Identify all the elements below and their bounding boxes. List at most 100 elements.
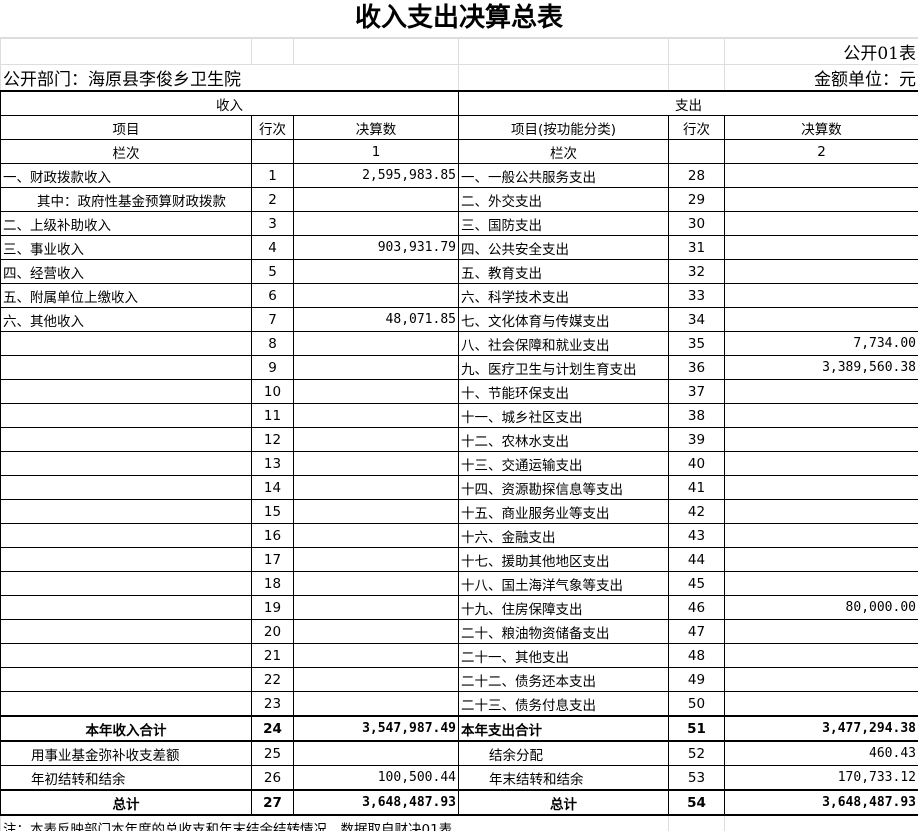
income-item: [0, 619, 252, 644]
expense-line: 45: [668, 571, 725, 596]
expense-amount: [724, 547, 918, 572]
lanci-label: 栏次: [0, 139, 252, 164]
col-amount: 决算数: [293, 115, 459, 140]
table-row: 15 十五、商业服务业等支出 42: [0, 499, 918, 524]
col-item: 项目: [0, 115, 252, 140]
income-line: 1: [251, 163, 294, 188]
expense-amount: [724, 691, 918, 717]
total-expense-line: 54: [668, 789, 725, 816]
income-line: 21: [251, 643, 294, 668]
expense-item: 十九、住房保障支出: [458, 595, 669, 620]
income-line: 3: [251, 211, 294, 236]
year-income-amount: 3,547,987.49: [293, 715, 459, 742]
income-line: 22: [251, 667, 294, 692]
col-item-func: 项目(按功能分类): [458, 115, 669, 140]
income-line: 4: [251, 235, 294, 260]
income-item: 三、事业收入: [0, 235, 252, 260]
table-row: 其中：政府性基金预算财政拨款 2 二、外交支出 29: [0, 187, 918, 212]
col-num-1: 1: [293, 139, 459, 164]
table-row: 六、其他收入 7 48,071.85 七、文化体育与传媒支出 34: [0, 307, 918, 332]
expense-item: 十四、资源勘探信息等支出: [458, 475, 669, 500]
surplus-dist-label: 结余分配: [458, 740, 669, 766]
unit-label: 金额单位：元: [724, 64, 918, 92]
expense-item: 十五、商业服务业等支出: [458, 499, 669, 524]
income-amount: [293, 523, 459, 548]
end-carry-label: 年末结转和结余: [458, 765, 669, 791]
expense-line: 49: [668, 667, 725, 692]
income-line: 15: [251, 499, 294, 524]
expense-item: 十八、国土海洋气象等支出: [458, 571, 669, 596]
total-row: 总计 27 3,648,487.93 总计 54 3,648,487.93: [0, 789, 918, 816]
income-amount: [293, 691, 459, 717]
total-income-amount: 3,648,487.93: [293, 789, 459, 816]
income-amount: [293, 499, 459, 524]
income-item: 一、财政拨款收入: [0, 163, 252, 188]
fund-make_up-label: 用事业基金弥补收支差额: [0, 740, 252, 766]
fund-make_up-line: 25: [251, 740, 294, 766]
income-item: [0, 571, 252, 596]
expense-line: 46: [668, 595, 725, 620]
income-item: 其中：政府性基金预算财政拨款: [0, 187, 252, 212]
income-amount: [293, 379, 459, 404]
income-line: 7: [251, 307, 294, 332]
year-income-label: 本年收入合计: [0, 715, 252, 742]
expense-item: 二十三、债务付息支出: [458, 691, 669, 717]
expense-line: 40: [668, 451, 725, 476]
expense-line: 41: [668, 475, 725, 500]
report-table: 公开01表 公开部门：海原县李俊乡卫生院 金额单位：元 收入 支出 项目 行次 决算数项…: [0, 38, 918, 831]
expense-amount: [724, 619, 918, 644]
page-title: 收入支出决算总表: [0, 0, 918, 38]
income-item: [0, 499, 252, 524]
income-item: 四、经营收入: [0, 259, 252, 284]
expense-item: 三、国防支出: [458, 211, 669, 236]
income-item: 六、其他收入: [0, 307, 252, 332]
expense-item: 二、外交支出: [458, 187, 669, 212]
total-income-label: 总计: [0, 789, 252, 816]
income-line: 18: [251, 571, 294, 596]
income-amount: [293, 619, 459, 644]
expense-amount: [724, 571, 918, 596]
fund-make_up-amount: [293, 740, 459, 766]
expense-amount: [724, 403, 918, 428]
department-label: 公开部门：海原县李俊乡卫生院: [0, 64, 459, 92]
end-carry-line: 53: [668, 765, 725, 791]
table-row: 22 二十二、债务还本支出 49: [0, 667, 918, 692]
begin-carry-amount: 100,500.44: [293, 765, 459, 791]
income-amount: [293, 643, 459, 668]
expense-line: 50: [668, 691, 725, 717]
total-expense-label: 总计: [458, 789, 669, 816]
income-item: [0, 667, 252, 692]
income-amount: 2,595,983.85: [293, 163, 459, 188]
income-amount: 48,071.85: [293, 307, 459, 332]
income-line: 9: [251, 355, 294, 380]
year-expense-amount: 3,477,294.38: [724, 715, 918, 742]
expense-line: 37: [668, 379, 725, 404]
income-line: 2: [251, 187, 294, 212]
expense-amount: [724, 643, 918, 668]
income-amount: [293, 331, 459, 356]
income-header: 收入: [0, 90, 459, 116]
income-amount: [293, 211, 459, 236]
total-income-line: 27: [251, 789, 294, 816]
expense-amount: 7,734.00: [724, 331, 918, 356]
expense-item: 八、社会保障和就业支出: [458, 331, 669, 356]
col-line: 行次: [668, 115, 725, 140]
income-item: [0, 595, 252, 620]
income-item: [0, 547, 252, 572]
expense-amount: 80,000.00: [724, 595, 918, 620]
lanci-label: 栏次: [458, 139, 669, 164]
expense-line: 48: [668, 643, 725, 668]
income-item: [0, 331, 252, 356]
expense-line: 42: [668, 499, 725, 524]
expense-item: 十二、农林水支出: [458, 427, 669, 452]
expense-line: 32: [668, 259, 725, 284]
expense-line: 44: [668, 547, 725, 572]
income-line: 8: [251, 331, 294, 356]
income-line: 12: [251, 427, 294, 452]
expense-item: 二十一、其他支出: [458, 643, 669, 668]
income-item: [0, 523, 252, 548]
expense-amount: [724, 163, 918, 188]
end-carry-amount: 170,733.12: [724, 765, 918, 791]
income-line: 6: [251, 283, 294, 308]
form-code: 公开01表: [724, 38, 918, 65]
